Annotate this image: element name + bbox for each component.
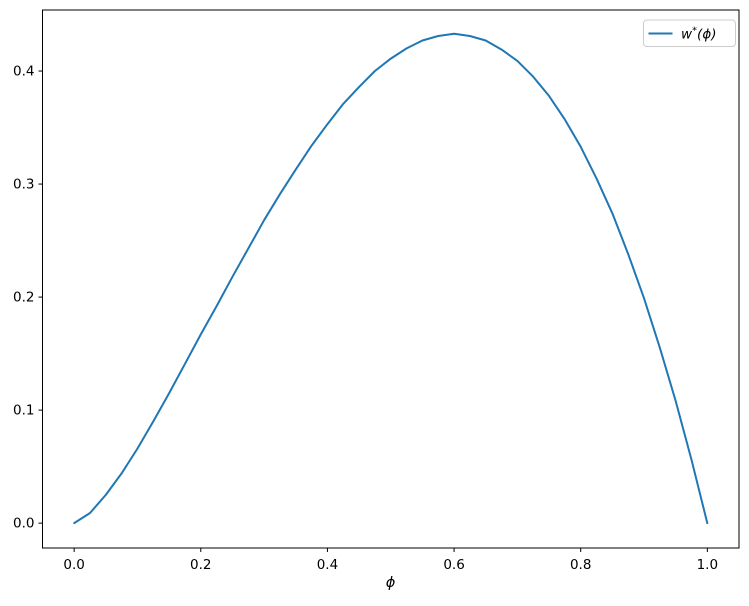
x-axis-label: ϕ <box>386 575 396 591</box>
y-axis: 0.0 0.1 0.2 0.3 0.4 <box>13 64 43 532</box>
y-tick-label: 0.1 <box>13 403 34 419</box>
x-tick-label: 0.6 <box>443 557 464 573</box>
y-tick-label: 0.0 <box>13 516 34 532</box>
x-tick-label: 1.0 <box>697 557 718 573</box>
legend-label: w*(ϕ) <box>681 26 717 43</box>
x-tick-label: 0.4 <box>317 557 338 573</box>
x-tick-label: 0.2 <box>190 557 211 573</box>
legend-frame <box>643 19 736 47</box>
y-tick-label: 0.2 <box>13 290 34 306</box>
y-tick-label: 0.3 <box>13 177 34 193</box>
x-axis: 0.0 0.2 0.4 0.6 0.8 1.0 <box>63 548 718 573</box>
x-tick-label: 0.8 <box>570 557 591 573</box>
y-tick-label: 0.4 <box>13 64 34 80</box>
legend-label-arg: (ϕ) <box>697 27 716 43</box>
legend-label-sup: * <box>692 26 697 37</box>
x-tick-label: 0.0 <box>63 557 84 573</box>
legend: w*(ϕ) <box>643 19 736 47</box>
legend-label-var: w <box>681 27 693 43</box>
curve-w-star <box>73 32 709 525</box>
axes-spines <box>42 9 740 549</box>
plot-area <box>42 10 739 548</box>
